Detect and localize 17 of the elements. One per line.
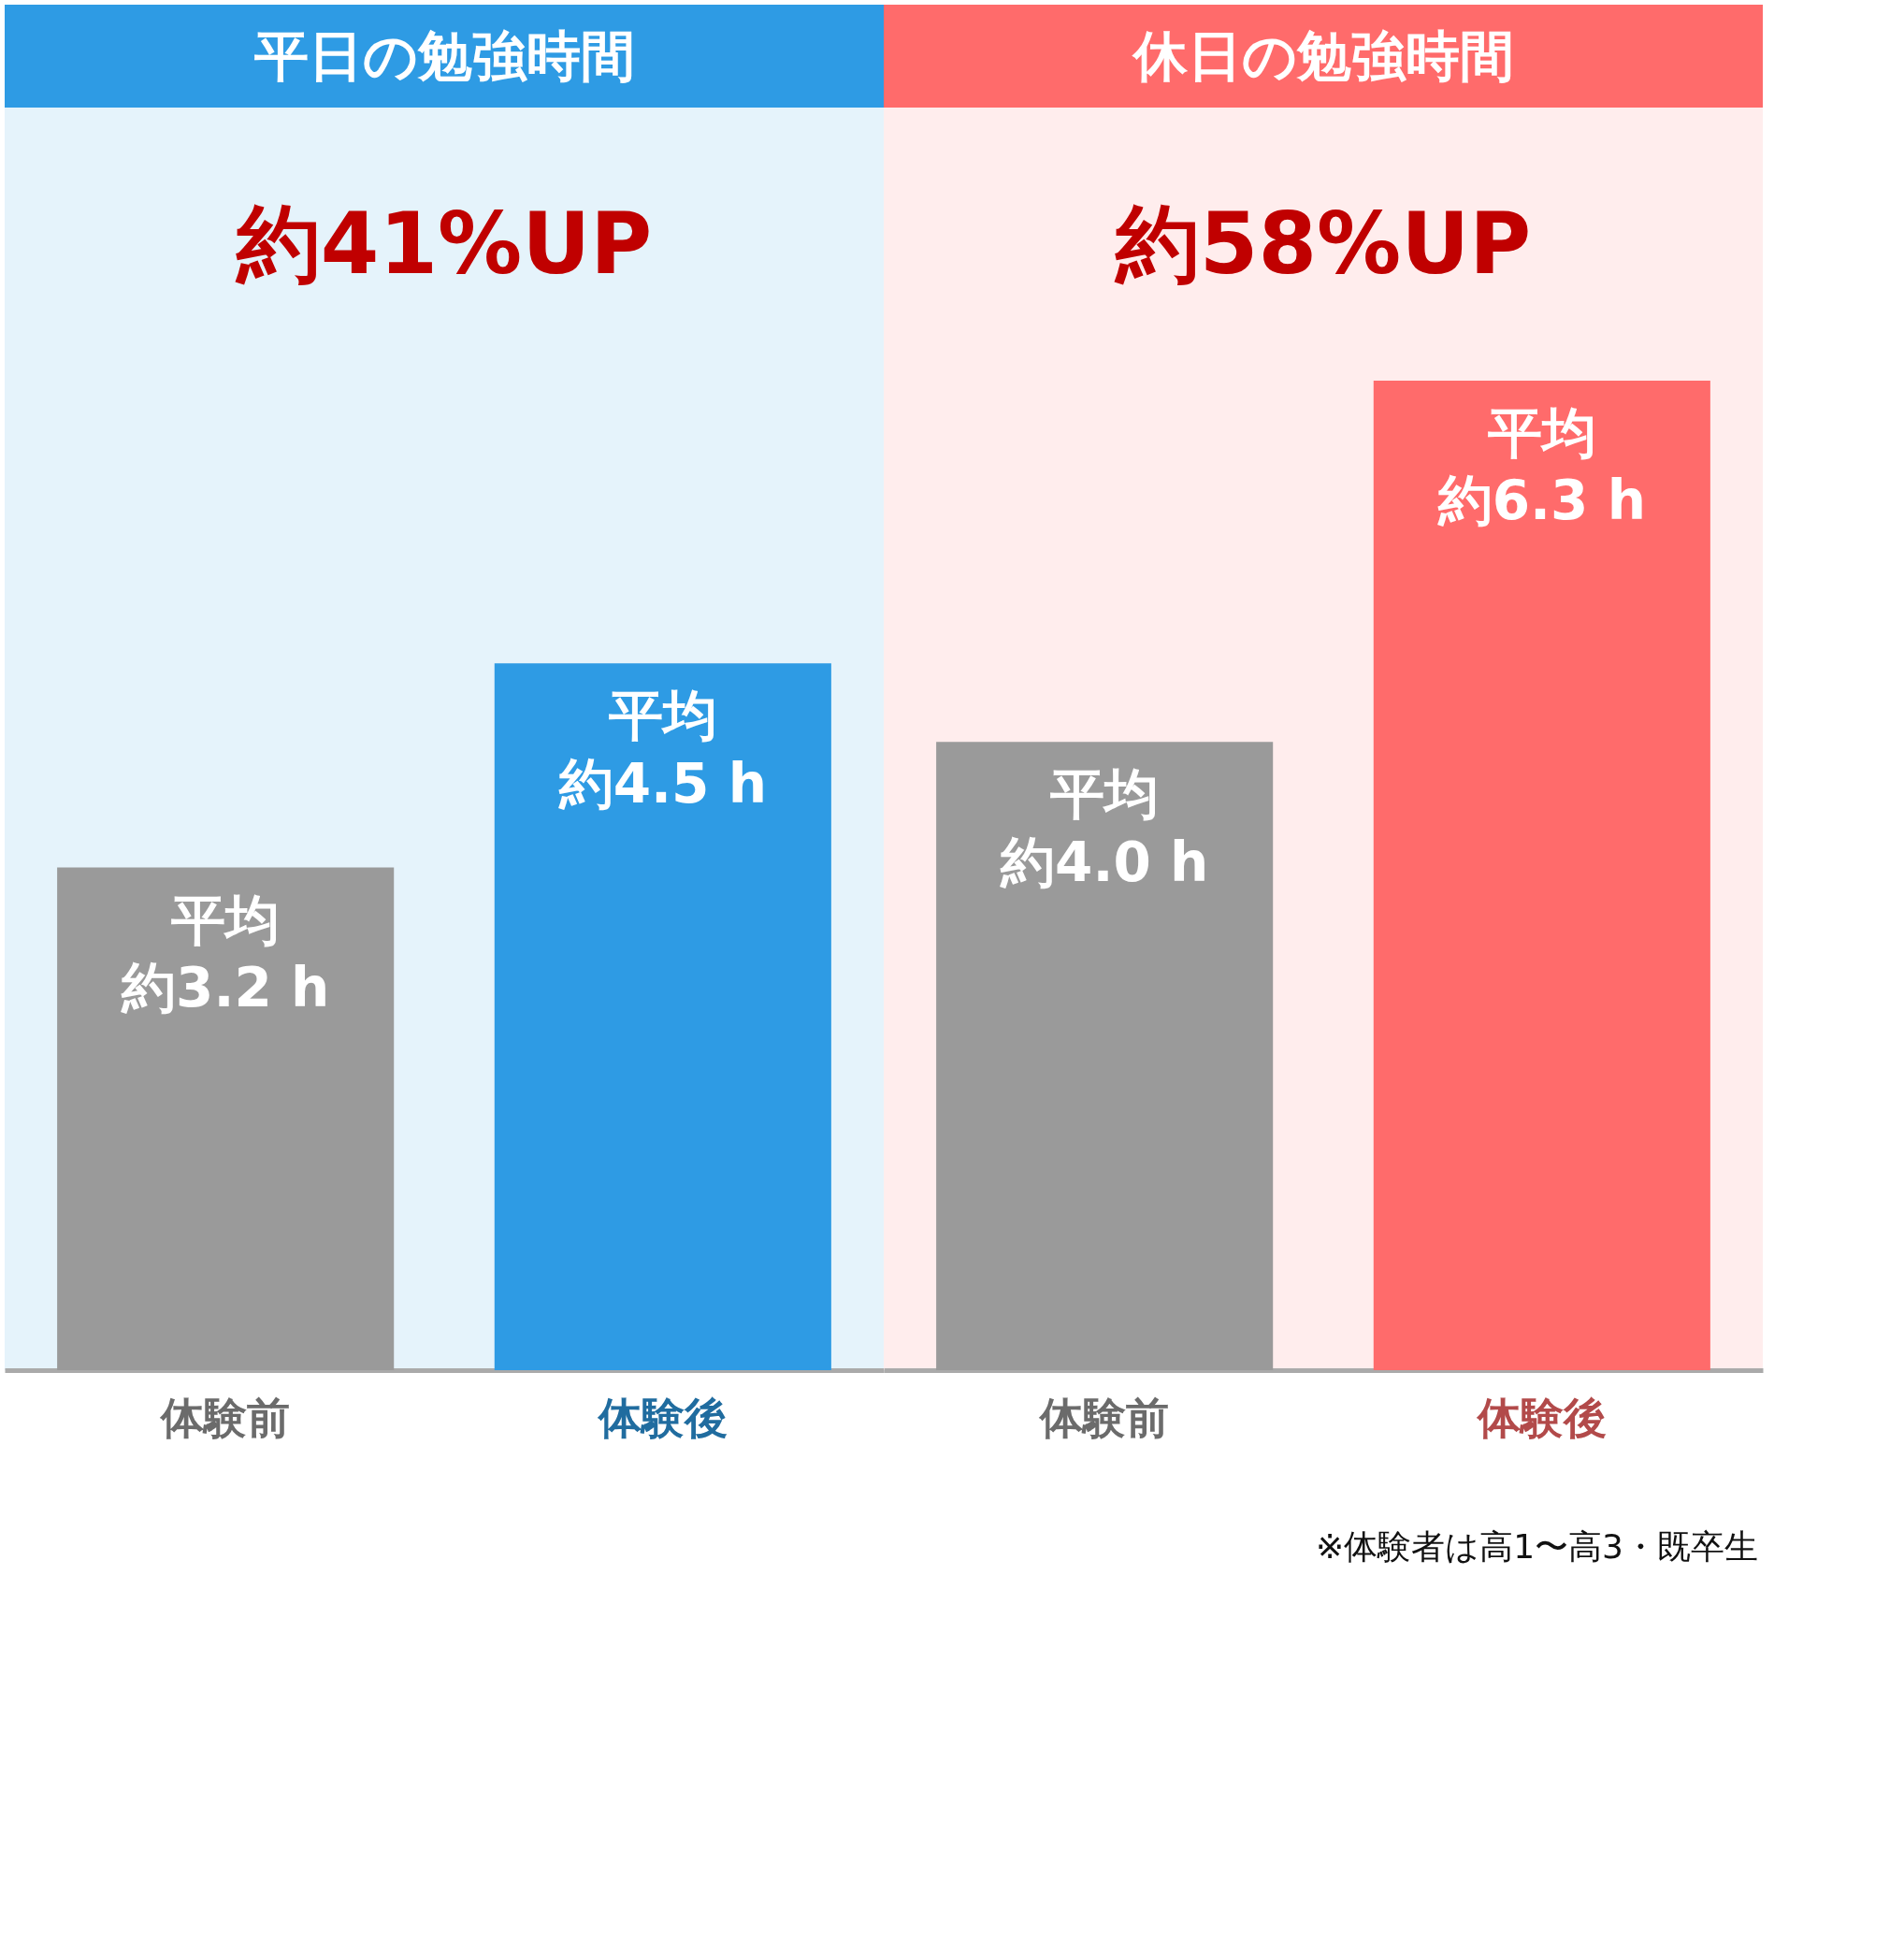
data-label: 約4.5 h (557, 751, 767, 816)
data-label: 約6.3 h (1436, 469, 1646, 533)
x-tick-label: 体験前 (1038, 1392, 1170, 1443)
chart-title: 平日の勉強時間 (252, 24, 635, 88)
annotation: 平均 (170, 888, 281, 952)
annotation: 平均 (1486, 401, 1596, 466)
text: ※体験者は高1〜高3・既卒生 (1316, 1527, 1758, 1566)
text: 約41%UP (234, 195, 653, 293)
x-tick-label: 体験後 (596, 1392, 728, 1443)
text: 約58%UP (1113, 195, 1532, 293)
annotation: 平均 (1049, 762, 1160, 827)
annotation: 平均 (607, 684, 717, 748)
chart-title: 休日の勉強時間 (1131, 24, 1514, 88)
x-tick-label: 体験前 (159, 1392, 291, 1443)
x-tick-label: 体験後 (1475, 1392, 1607, 1443)
data-label: 約4.0 h (1000, 830, 1209, 894)
data-label: 約3.2 h (121, 956, 330, 1020)
